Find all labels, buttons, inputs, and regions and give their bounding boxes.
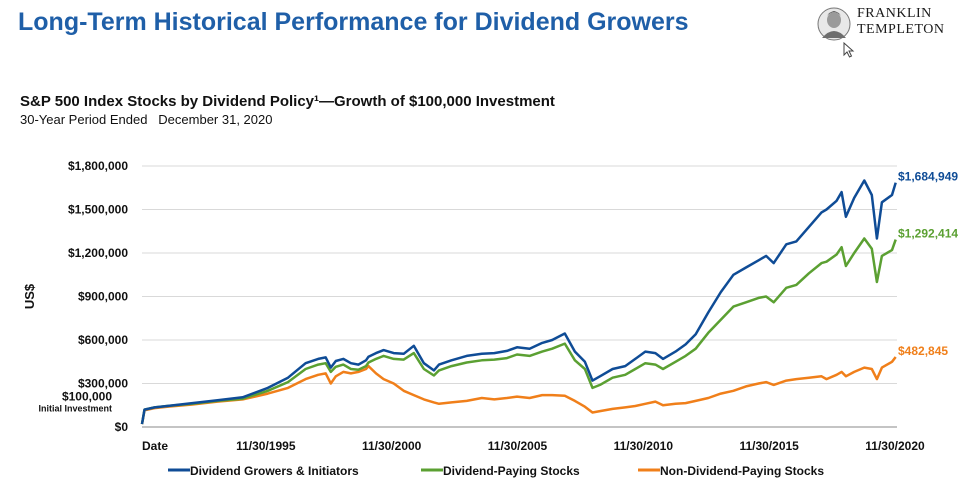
y-tick-label: $1,800,000 <box>68 159 128 173</box>
initial-investment-label: Initial Investment <box>38 404 112 414</box>
logo-line-2: TEMPLETON <box>857 22 945 37</box>
series-end-label: $1,684,949 <box>898 170 958 184</box>
chart-title: S&P 500 Index Stocks by Dividend Policy¹… <box>20 93 555 110</box>
logo-line-1: FRANKLIN <box>857 6 932 21</box>
x-tick-label: 11/30/2015 <box>739 439 799 453</box>
y-tick-label: $900,000 <box>78 290 128 304</box>
logo-text: FRANKLIN TEMPLETON <box>857 6 944 38</box>
initial-investment-value: $100,000 <box>62 390 112 404</box>
x-tick-label: 11/30/2020 <box>865 439 925 453</box>
series-line <box>140 179 897 425</box>
y-tick-label: $0 <box>115 420 129 434</box>
series-end-label: $1,292,414 <box>898 227 958 241</box>
page-title: Long-Term Historical Performance for Div… <box>18 8 689 36</box>
franklin-templeton-logo: FRANKLIN TEMPLETON <box>817 4 967 44</box>
mouse-pointer-icon <box>843 42 855 58</box>
chart-subtitle: 30-Year Period Ended December 31, 2020 <box>20 112 273 127</box>
legend-label: Dividend-Paying Stocks <box>443 464 580 478</box>
y-tick-label: $600,000 <box>78 333 128 347</box>
legend: Dividend Growers & Initiators Dividend-Pa… <box>168 464 824 478</box>
x-tick-label: Date <box>142 439 168 453</box>
series-line <box>140 356 897 425</box>
x-tick-label: 11/30/2005 <box>488 439 548 453</box>
y-tick-label: $1,200,000 <box>68 246 128 260</box>
series-layer <box>140 179 897 425</box>
franklin-portrait-icon <box>817 7 851 41</box>
y-axis-label: US$ <box>22 283 37 309</box>
x-tick-label: 11/30/2000 <box>362 439 422 453</box>
label-layer: $1,684,949 $1,292,414 $482,845 <box>898 170 958 358</box>
grid-layer <box>142 165 897 384</box>
x-tick-label: 11/30/1995 <box>236 439 296 453</box>
series-line <box>140 237 897 425</box>
series-end-label: $482,845 <box>898 344 948 358</box>
legend-label: Dividend Growers & Initiators <box>190 464 359 478</box>
y-tick-label: $300,000 <box>78 377 128 391</box>
axis-layer: $0 $300,000 $600,000 $900,000 $1,200,000 $1,5… <box>22 159 925 453</box>
y-tick-label: $1,500,000 <box>68 203 128 217</box>
legend-label: Non-Dividend-Paying Stocks <box>660 464 824 478</box>
x-tick-label: 11/30/2010 <box>614 439 674 453</box>
